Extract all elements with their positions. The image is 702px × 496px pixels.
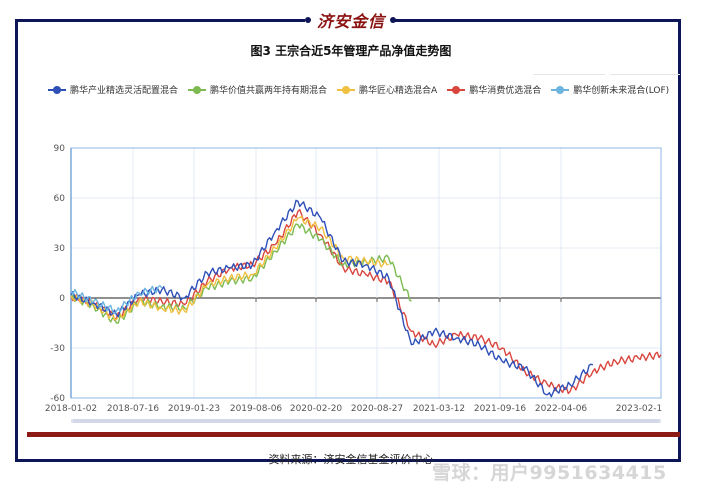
legend-item-green[interactable]: 鹏华价值共赢两年持有期混合 xyxy=(188,83,327,96)
series-line xyxy=(70,215,389,321)
legend-label: 鹏华匠心精选混合A xyxy=(359,86,438,96)
legend-item-yellow[interactable]: 鹏华匠心精选混合A xyxy=(337,83,437,96)
x-tick-label: 2018-01-02 xyxy=(45,404,97,414)
series-line xyxy=(70,209,662,395)
x-tick-label: 2022-04-06 xyxy=(535,404,588,414)
x-tick-label: 2020-02-20 xyxy=(290,404,343,414)
source-note: 资料来源：济安金信基金评价中心 xyxy=(268,453,434,466)
x-tick-label: 2023-02-1 xyxy=(616,404,663,414)
watermark-text: 雪球：用户9951634415 xyxy=(432,462,667,484)
y-tick-label: -60 xyxy=(50,394,65,404)
series-line xyxy=(70,199,594,398)
x-tick-label: 2021-09-16 xyxy=(474,404,527,414)
x-tick-label: 2021-03-12 xyxy=(413,404,465,414)
x-tick-label: 2020-08-27 xyxy=(351,404,403,414)
x-tick-label: 2019-08-06 xyxy=(230,404,283,414)
frame-top-border-left xyxy=(15,19,305,22)
legend-swatch-icon xyxy=(48,85,66,94)
x-tick-label: 2019-01-23 xyxy=(168,404,220,414)
legend-swatch-icon xyxy=(337,85,356,94)
legend-label: 鹏华创新未来混合(LOF) xyxy=(573,86,670,96)
divider-bar xyxy=(27,432,680,437)
brand-logo-text: 济安金信 xyxy=(316,12,385,31)
chart-title: 图3 王宗合近5年管理产品净值走势图 xyxy=(250,44,452,58)
frame-dot-left xyxy=(305,17,311,23)
datazoom-slider[interactable] xyxy=(71,419,661,423)
legend-label: 鹏华消费优选混合 xyxy=(469,86,542,96)
toolbox-placeholder-2 xyxy=(610,69,680,75)
y-tick-label: 60 xyxy=(54,194,66,204)
y-tick-label: 0 xyxy=(59,294,65,304)
series-line xyxy=(70,284,163,314)
legend-label: 鹏华产业精选灵活配置混合 xyxy=(70,86,179,96)
y-tick-label: 30 xyxy=(54,244,66,254)
chart-series xyxy=(70,199,662,398)
legend-label: 鹏华价值共赢两年持有期混合 xyxy=(210,86,328,96)
chart-grid xyxy=(71,147,661,399)
y-tick-label: -30 xyxy=(50,344,65,354)
legend-item-lightblue[interactable]: 鹏华创新未来混合(LOF) xyxy=(551,83,669,96)
legend-swatch-icon xyxy=(551,85,570,94)
chart-legend: 鹏华产业精选灵活配置混合 鹏华价值共赢两年持有期混合 鹏华匠心精选混合A 鹏华消… xyxy=(48,83,669,96)
toolbox-placeholder xyxy=(533,69,605,75)
x-tick-label: 2018-07-16 xyxy=(107,404,160,414)
legend-swatch-icon xyxy=(447,85,466,94)
frame-dot-right xyxy=(390,17,396,23)
legend-item-red[interactable]: 鹏华消费优选混合 xyxy=(447,83,541,96)
y-tick-label: 90 xyxy=(54,144,66,154)
legend-swatch-icon xyxy=(188,85,207,94)
frame-top-border-right xyxy=(395,19,681,22)
legend-item-blue[interactable]: 鹏华产业精选灵活配置混合 xyxy=(48,83,178,96)
report-frame xyxy=(15,19,681,462)
datazoom-handle[interactable] xyxy=(73,419,659,423)
